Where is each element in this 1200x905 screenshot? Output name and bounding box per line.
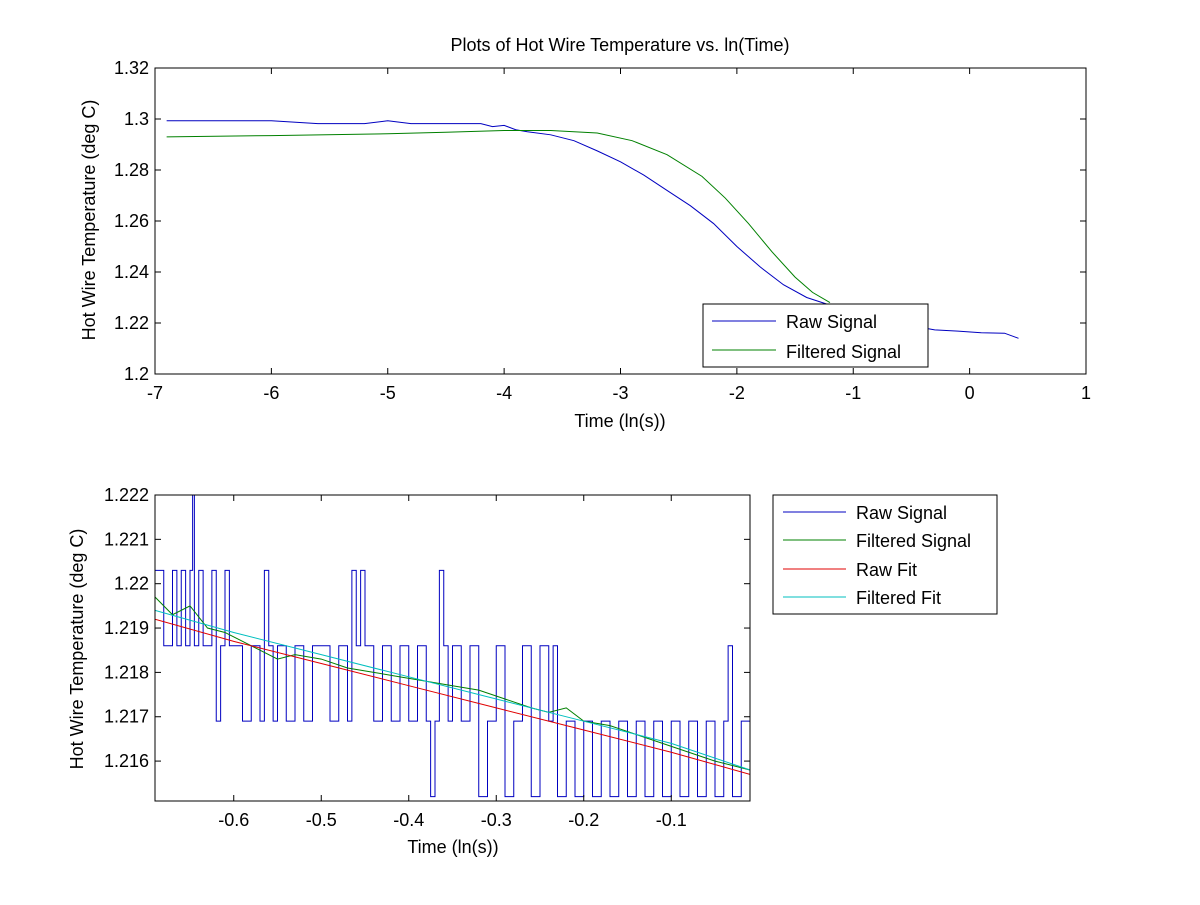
bottom-legend-raw-label: Raw Signal <box>856 503 947 523</box>
bottom-chart: Time (ln(s)) Hot Wire Temperature (deg C… <box>67 485 998 857</box>
top-ytick-label: 1.26 <box>114 211 149 231</box>
bottom-ytick-label: 1.221 <box>104 529 149 549</box>
top-xtick-label: -1 <box>845 383 861 403</box>
bottom-legend-box <box>772 494 998 615</box>
bottom-xtick-label: -0.6 <box>218 810 249 830</box>
bottom-chart-ylabel: Hot Wire Temperature (deg C) <box>67 529 87 770</box>
bottom-axes-frame <box>154 494 751 802</box>
bottom-chart-plot-area: -0.6 -0.5 -0.4 -0.3 -0.2 -0.1 1.216 1.217 1.218 1… <box>104 485 751 830</box>
top-ytick-label: 1.24 <box>114 262 149 282</box>
top-chart-legend: Raw Signal Filtered Signal <box>702 303 929 368</box>
bottom-xtick-label: -0.2 <box>568 810 599 830</box>
top-xtick-label: 1 <box>1081 383 1091 403</box>
top-ytick-label: 1.22 <box>114 313 149 333</box>
bottom-chart-xlabel: Time (ln(s)) <box>407 837 498 857</box>
top-xtick-label: 0 <box>965 383 975 403</box>
top-chart-xlabel: Time (ln(s)) <box>574 411 665 431</box>
top-ytick-label: 1.28 <box>114 160 149 180</box>
top-chart-plot-area: -7 -6 -5 -4 -3 -2 -1 0 1 1.2 1.22 1.24 1.26 1.28 1.3 1.… <box>114 58 1091 403</box>
top-legend-raw-label: Raw Signal <box>786 312 877 332</box>
top-xtick-label: -5 <box>380 383 396 403</box>
bottom-ytick-label: 1.216 <box>104 751 149 771</box>
bottom-legend-filtered-label: Filtered Signal <box>856 531 971 551</box>
top-ytick-label: 1.3 <box>124 109 149 129</box>
bottom-ytick-label: 1.222 <box>104 485 149 505</box>
bottom-xtick-label: -0.5 <box>306 810 337 830</box>
bottom-ytick-label: 1.22 <box>114 574 149 594</box>
top-xtick-label: -4 <box>496 383 512 403</box>
bottom-xtick-label: -0.1 <box>656 810 687 830</box>
bottom-series-raw-fit <box>155 618 750 775</box>
top-xtick-label: -2 <box>729 383 745 403</box>
top-xtick-label: -3 <box>612 383 628 403</box>
bottom-xtick-label: -0.3 <box>481 810 512 830</box>
bottom-series-raw-signal <box>155 495 750 798</box>
bottom-legend-filteredfit-label: Filtered Fit <box>856 588 941 608</box>
bottom-series-filtered-fit <box>155 609 750 771</box>
bottom-ytick-label: 1.219 <box>104 618 149 638</box>
bottom-legend-rawfit-label: Raw Fit <box>856 560 917 580</box>
top-ytick-label: 1.32 <box>114 58 149 78</box>
bottom-ytick-label: 1.218 <box>104 662 149 682</box>
top-chart-title: Plots of Hot Wire Temperature vs. ln(Tim… <box>450 35 789 55</box>
top-legend-filtered-label: Filtered Signal <box>786 342 901 362</box>
bottom-xtick-label: -0.4 <box>393 810 424 830</box>
bottom-ytick-label: 1.217 <box>104 707 149 727</box>
top-ytick-label: 1.2 <box>124 364 149 384</box>
top-xtick-label: -7 <box>147 383 163 403</box>
bottom-series-filtered-signal <box>155 596 750 771</box>
bottom-chart-legend: Raw Signal Filtered Signal Raw Fit Filte… <box>772 494 998 615</box>
top-chart: Plots of Hot Wire Temperature vs. ln(Tim… <box>79 35 1091 431</box>
top-legend-box <box>702 303 929 368</box>
top-chart-ylabel: Hot Wire Temperature (deg C) <box>79 100 99 341</box>
top-series-filtered-signal <box>166 129 831 304</box>
top-xtick-label: -6 <box>263 383 279 403</box>
